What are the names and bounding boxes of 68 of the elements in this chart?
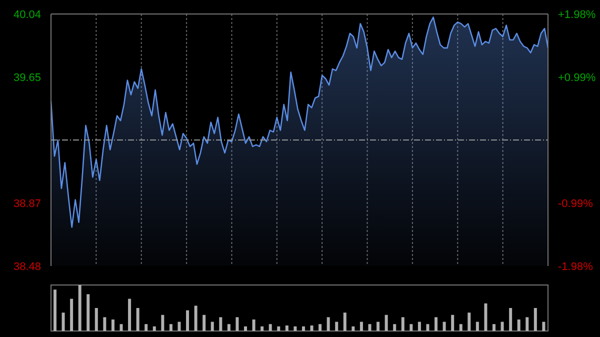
- bar: [500, 322, 504, 331]
- y2-tick-label: +1.98%: [558, 9, 596, 21]
- bar: [244, 326, 247, 331]
- bar: [335, 322, 338, 331]
- bar: [326, 317, 330, 331]
- y2-tick-label: -0.99%: [558, 198, 594, 210]
- bar: [468, 312, 471, 331]
- bar: [219, 317, 222, 331]
- bar: [152, 326, 156, 331]
- y2-tick-label: -1.98%: [558, 261, 594, 273]
- bar: [94, 308, 98, 331]
- bar: [294, 326, 297, 331]
- bar: [492, 324, 496, 331]
- bar: [401, 317, 404, 331]
- bar: [368, 324, 372, 331]
- bar: [509, 308, 512, 331]
- bar: [418, 322, 421, 331]
- bar: [260, 326, 264, 331]
- bar: [426, 324, 430, 331]
- y-tick-label: 39.65: [13, 72, 41, 84]
- bar: [111, 320, 114, 331]
- bar: [459, 324, 462, 331]
- y-tick-label: 40.04: [13, 9, 41, 21]
- bar: [285, 325, 288, 331]
- bar: [136, 308, 140, 331]
- y-tick-label: 38.87: [13, 198, 41, 210]
- bar: [526, 317, 529, 331]
- bar: [120, 324, 123, 331]
- bar: [352, 326, 355, 331]
- bar: [128, 298, 132, 331]
- bar: [410, 324, 413, 331]
- bar: [484, 303, 488, 331]
- bar: [517, 320, 520, 331]
- bar: [78, 285, 82, 331]
- bar: [343, 312, 346, 331]
- bar: [70, 298, 74, 331]
- bar: [318, 324, 322, 331]
- bar: [86, 294, 90, 331]
- bar: [268, 324, 272, 331]
- bar: [384, 314, 388, 331]
- bar: [310, 325, 314, 331]
- y-tick-label: 38.48: [13, 261, 41, 273]
- bar: [236, 317, 239, 331]
- bar: [169, 324, 172, 331]
- bar: [277, 326, 280, 331]
- bar: [393, 324, 396, 331]
- bar: [376, 322, 380, 331]
- bar: [161, 314, 164, 331]
- bar: [62, 312, 65, 331]
- bar: [434, 317, 438, 331]
- bar: [53, 290, 56, 331]
- bar: [360, 322, 363, 331]
- bar: [186, 310, 190, 331]
- bar: [442, 322, 446, 331]
- y2-tick-label: +0.99%: [558, 72, 596, 84]
- bar: [178, 322, 181, 331]
- bar: [252, 320, 256, 331]
- bar: [476, 322, 479, 331]
- bar: [534, 308, 537, 331]
- bar: [302, 326, 305, 331]
- bar: [202, 314, 206, 331]
- bar: [210, 322, 214, 331]
- bar: [542, 322, 546, 331]
- bar: [227, 324, 230, 331]
- bar: [194, 306, 198, 331]
- bar: [144, 324, 148, 331]
- bar: [451, 314, 454, 331]
- bar: [103, 317, 106, 331]
